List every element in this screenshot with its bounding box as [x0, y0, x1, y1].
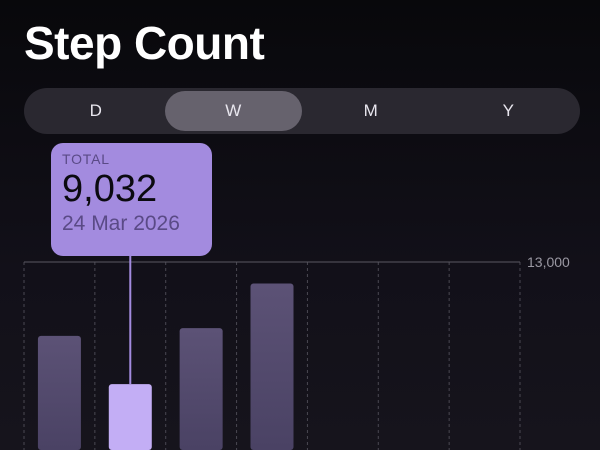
tooltip-date: 24 Mar 2026 [62, 212, 180, 235]
segment-day[interactable]: D [89, 101, 102, 120]
tooltip-label: TOTAL [62, 151, 110, 167]
bar[interactable] [250, 283, 294, 450]
selection-tooltip: TOTAL 9,032 24 Mar 2026 [51, 143, 212, 256]
y-tick-label-max: 13,000 [527, 254, 570, 270]
bar[interactable] [179, 328, 223, 450]
selected-bar[interactable] [108, 384, 152, 450]
segment-week[interactable]: W [164, 91, 302, 131]
page-title: Step Count [24, 17, 265, 69]
segment-month[interactable]: M [363, 101, 378, 120]
period-segmented-control: D W M Y [24, 88, 580, 134]
tooltip-value: 9,032 [62, 168, 158, 210]
segment-year[interactable]: Y [502, 101, 514, 120]
bar[interactable] [37, 335, 81, 450]
